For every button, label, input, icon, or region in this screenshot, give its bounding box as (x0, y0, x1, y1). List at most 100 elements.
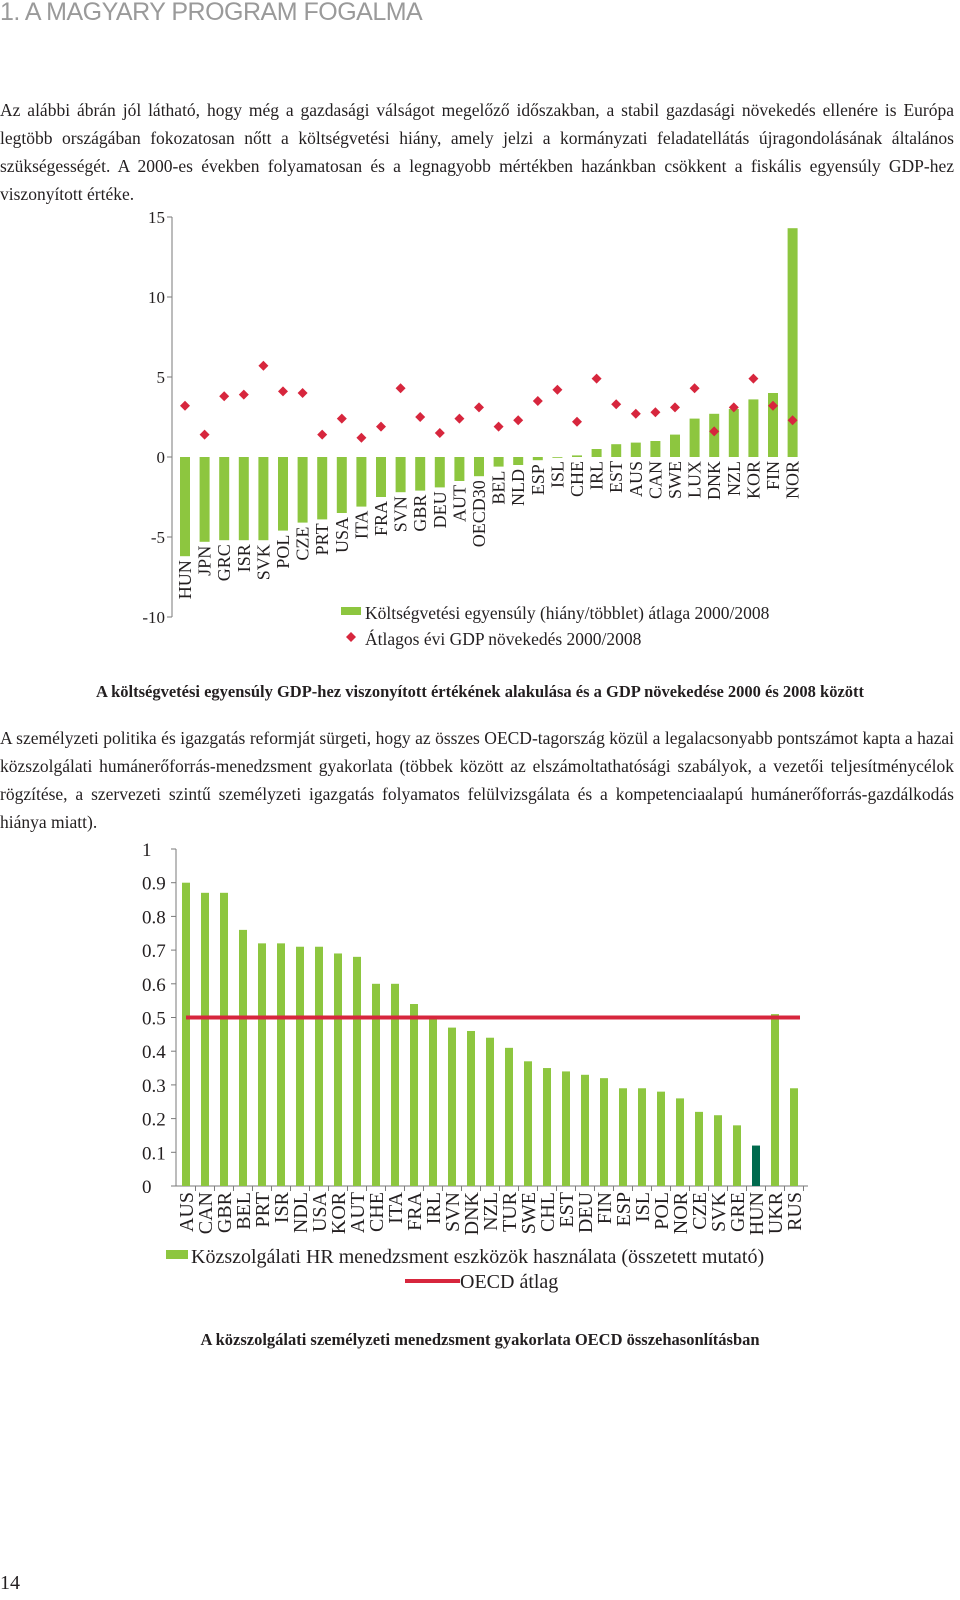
legend-swatch-gdp (346, 632, 356, 642)
gdp-marker-bel (493, 421, 504, 432)
y-tick-label: 0 (157, 448, 166, 467)
paragraph-intro: Az alábbi ábrán jól látható, hogy még a … (0, 100, 954, 204)
bar-can (201, 892, 209, 1186)
bar-kor (748, 399, 759, 457)
x-tick-label: ISL (547, 461, 567, 488)
gdp-marker-dnk (709, 426, 720, 437)
legend-swatch-hr (166, 1250, 188, 1259)
x-tick-label: SVK (253, 544, 273, 580)
x-tick-label: POL (651, 1192, 673, 1230)
legend-label-gdp: Átlagos évi GDP növekedés 2000/2008 (365, 629, 642, 649)
gdp-marker-svk (258, 360, 269, 371)
gdp-marker-can (650, 407, 661, 418)
gdp-marker-che (572, 416, 582, 427)
x-tick-label: USA (309, 1191, 331, 1232)
gdp-marker-isl (552, 384, 563, 395)
x-tick-label: GBR (214, 1191, 236, 1233)
x-tick-label: ISR (234, 544, 254, 572)
x-tick-label: AUS (176, 1192, 198, 1232)
x-tick-label: OECD30 (469, 480, 489, 547)
gdp-marker-est (611, 399, 622, 410)
bar-fra (410, 1004, 418, 1186)
bar-jpn (199, 457, 210, 542)
bar-nor (676, 1098, 684, 1186)
x-tick-label: EST (606, 461, 626, 493)
bar-grc (219, 457, 230, 541)
y-tick-label: 1 (142, 840, 152, 861)
x-tick-label: BEL (233, 1192, 255, 1230)
gdp-marker-usa (336, 413, 347, 424)
bar-esp (619, 1088, 627, 1186)
x-tick-label: PRT (252, 1192, 274, 1227)
y-tick-label: 0.7 (142, 941, 166, 962)
x-tick-label: SVN (442, 1192, 464, 1232)
x-tick-label: NDL (290, 1192, 312, 1233)
x-tick-label: ISL (632, 1192, 654, 1222)
bar-lux (689, 418, 700, 457)
gdp-marker-kor (748, 373, 759, 384)
bar-chl (543, 1068, 551, 1186)
x-tick-label: CHE (567, 461, 587, 497)
bar-usa (336, 457, 347, 513)
x-tick-label: CZE (689, 1192, 711, 1230)
y-tick-label: 0.1 (142, 1143, 166, 1164)
y-tick-label: 0.6 (142, 975, 166, 996)
gdp-marker-irl (591, 373, 602, 384)
bar-pol (278, 457, 288, 531)
bar-isr (238, 457, 249, 541)
x-tick-label: RUS (784, 1192, 806, 1231)
x-tick-label: ITA (351, 511, 371, 540)
bar-aus (182, 882, 190, 1186)
gdp-marker-pol (278, 386, 288, 397)
bar-tur (505, 1047, 513, 1186)
bar-deu (581, 1074, 589, 1186)
gdp-marker-deu (434, 428, 445, 438)
x-tick-label: FRA (404, 1191, 426, 1230)
x-tick-label: CHL (537, 1192, 559, 1232)
y-tick-label: -5 (151, 528, 165, 547)
y-tick-label: 0.5 (142, 1009, 166, 1030)
x-tick-label: SVK (708, 1191, 730, 1232)
bar-cze (297, 457, 308, 523)
gdp-marker-grc (219, 391, 230, 402)
bar-ukr (771, 1014, 779, 1186)
x-tick-label: JPN (195, 546, 215, 576)
gdp-marker-fin (768, 400, 778, 411)
x-tick-label: PRT (312, 523, 332, 555)
bar-oecd30 (474, 457, 484, 477)
gdp-marker-nld (513, 415, 524, 426)
bar-ndl (296, 946, 304, 1186)
gdp-marker-swe (670, 402, 680, 413)
x-tick-label: HUN (746, 1192, 768, 1235)
bar-prt (258, 943, 266, 1186)
x-tick-label: AUT (347, 1192, 369, 1233)
gdp-marker-nor (787, 415, 798, 426)
x-tick-label: LUX (685, 461, 705, 498)
bar-swe (524, 1061, 532, 1186)
x-tick-label: FIN (594, 1192, 616, 1224)
x-tick-label: SVN (391, 496, 411, 532)
bar-hun (180, 457, 190, 557)
x-tick-label: ESP (528, 464, 548, 495)
x-tick-label: HUN (175, 560, 195, 599)
y-tick-label: 10 (148, 288, 165, 307)
x-tick-label: EST (556, 1192, 578, 1228)
y-tick-label: 0.9 (142, 874, 166, 895)
x-tick-label: ISR (271, 1191, 293, 1223)
bar-gre (733, 1125, 741, 1186)
bar-che (572, 455, 582, 457)
x-tick-label: NOR (783, 461, 803, 499)
chart-caption-budget: A költségvetési egyensúly GDP-hez viszon… (95, 682, 865, 701)
gdp-marker-prt (317, 429, 328, 440)
bar-est (611, 444, 622, 457)
gdp-marker-oecd30 (474, 402, 484, 413)
y-tick-label: 0 (142, 1177, 152, 1198)
paragraph-hr: A személyzeti politika és igazgatás refo… (0, 728, 954, 832)
x-tick-label: AUS (626, 461, 646, 497)
x-tick-label: GBR (410, 495, 430, 532)
x-tick-label: AUT (449, 485, 469, 522)
bar-dnk (467, 1030, 475, 1186)
bar-svk (258, 457, 269, 541)
bar-prt (317, 457, 328, 520)
bar-isr (277, 943, 285, 1186)
